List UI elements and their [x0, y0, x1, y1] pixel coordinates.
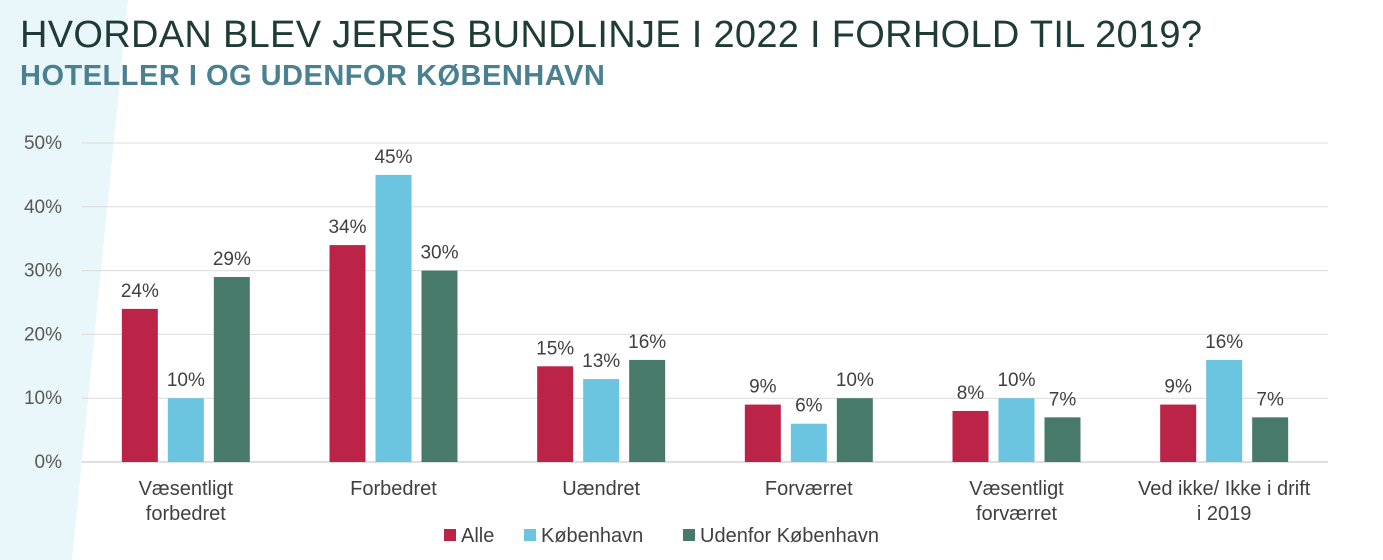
bar — [1160, 404, 1197, 462]
bar — [790, 423, 827, 462]
data-label: 30% — [420, 243, 458, 264]
data-label: 8% — [957, 383, 985, 404]
legend-swatch — [683, 529, 695, 541]
chart-title: HVORDAN BLEV JERES BUNDLINJE I 2022 I FO… — [20, 14, 1203, 56]
x-tick-label: Uændret — [562, 478, 640, 500]
x-tick-label: Forbedret — [350, 478, 437, 500]
x-tick-label: forbedret — [146, 503, 226, 525]
bar — [1044, 417, 1081, 462]
x-tick-label: Forværret — [765, 478, 853, 500]
bar — [375, 174, 412, 462]
y-tick-label: 20% — [24, 324, 62, 345]
data-label: 9% — [749, 377, 777, 398]
y-tick-label: 0% — [35, 452, 63, 473]
background-decoration — [0, 0, 128, 560]
bar — [583, 379, 620, 462]
bar — [952, 410, 989, 462]
data-label: 45% — [374, 147, 412, 168]
data-label: 34% — [328, 217, 366, 238]
x-tick-label: i 2019 — [1197, 503, 1252, 525]
bar — [329, 245, 366, 462]
data-label: 16% — [1205, 332, 1243, 353]
y-tick-label: 10% — [24, 388, 62, 409]
bar — [1252, 417, 1289, 462]
bar — [629, 359, 666, 462]
legend-entry: Alle — [461, 525, 494, 547]
bar — [167, 398, 204, 462]
y-tick-label: 40% — [24, 197, 62, 218]
bar — [537, 366, 574, 462]
data-label: 10% — [997, 370, 1035, 391]
chart-subtitle: HOTELLER I OG UDENFOR KØBENHAVN — [20, 60, 606, 92]
data-label: 9% — [1164, 377, 1192, 398]
data-label: 29% — [213, 249, 251, 270]
y-tick-label: 30% — [24, 261, 62, 282]
x-tick-label: Ved ikke/ Ikke i drift — [1138, 478, 1311, 500]
data-label: 16% — [628, 332, 666, 353]
x-tick-label: forværret — [976, 503, 1058, 525]
data-label: 7% — [1256, 389, 1284, 410]
legend-swatch — [444, 529, 456, 541]
data-label: 10% — [836, 370, 874, 391]
bar — [213, 276, 250, 462]
data-label: 10% — [167, 370, 205, 391]
bar — [121, 308, 158, 462]
data-label: 13% — [582, 351, 620, 372]
bar — [744, 404, 781, 462]
data-label: 24% — [121, 281, 159, 302]
bar — [421, 270, 458, 462]
legend-entry: København — [541, 525, 643, 547]
x-tick-label: Væsentligt — [969, 478, 1064, 500]
legend-swatch — [524, 529, 536, 541]
data-label: 7% — [1049, 389, 1077, 410]
bar — [998, 398, 1035, 462]
bar — [836, 398, 873, 462]
data-label: 15% — [536, 338, 574, 359]
data-label: 6% — [795, 396, 823, 417]
x-tick-label: Væsentligt — [139, 478, 234, 500]
y-tick-label: 50% — [24, 133, 62, 154]
bar — [1206, 359, 1243, 462]
legend-entry: Udenfor København — [700, 525, 879, 547]
